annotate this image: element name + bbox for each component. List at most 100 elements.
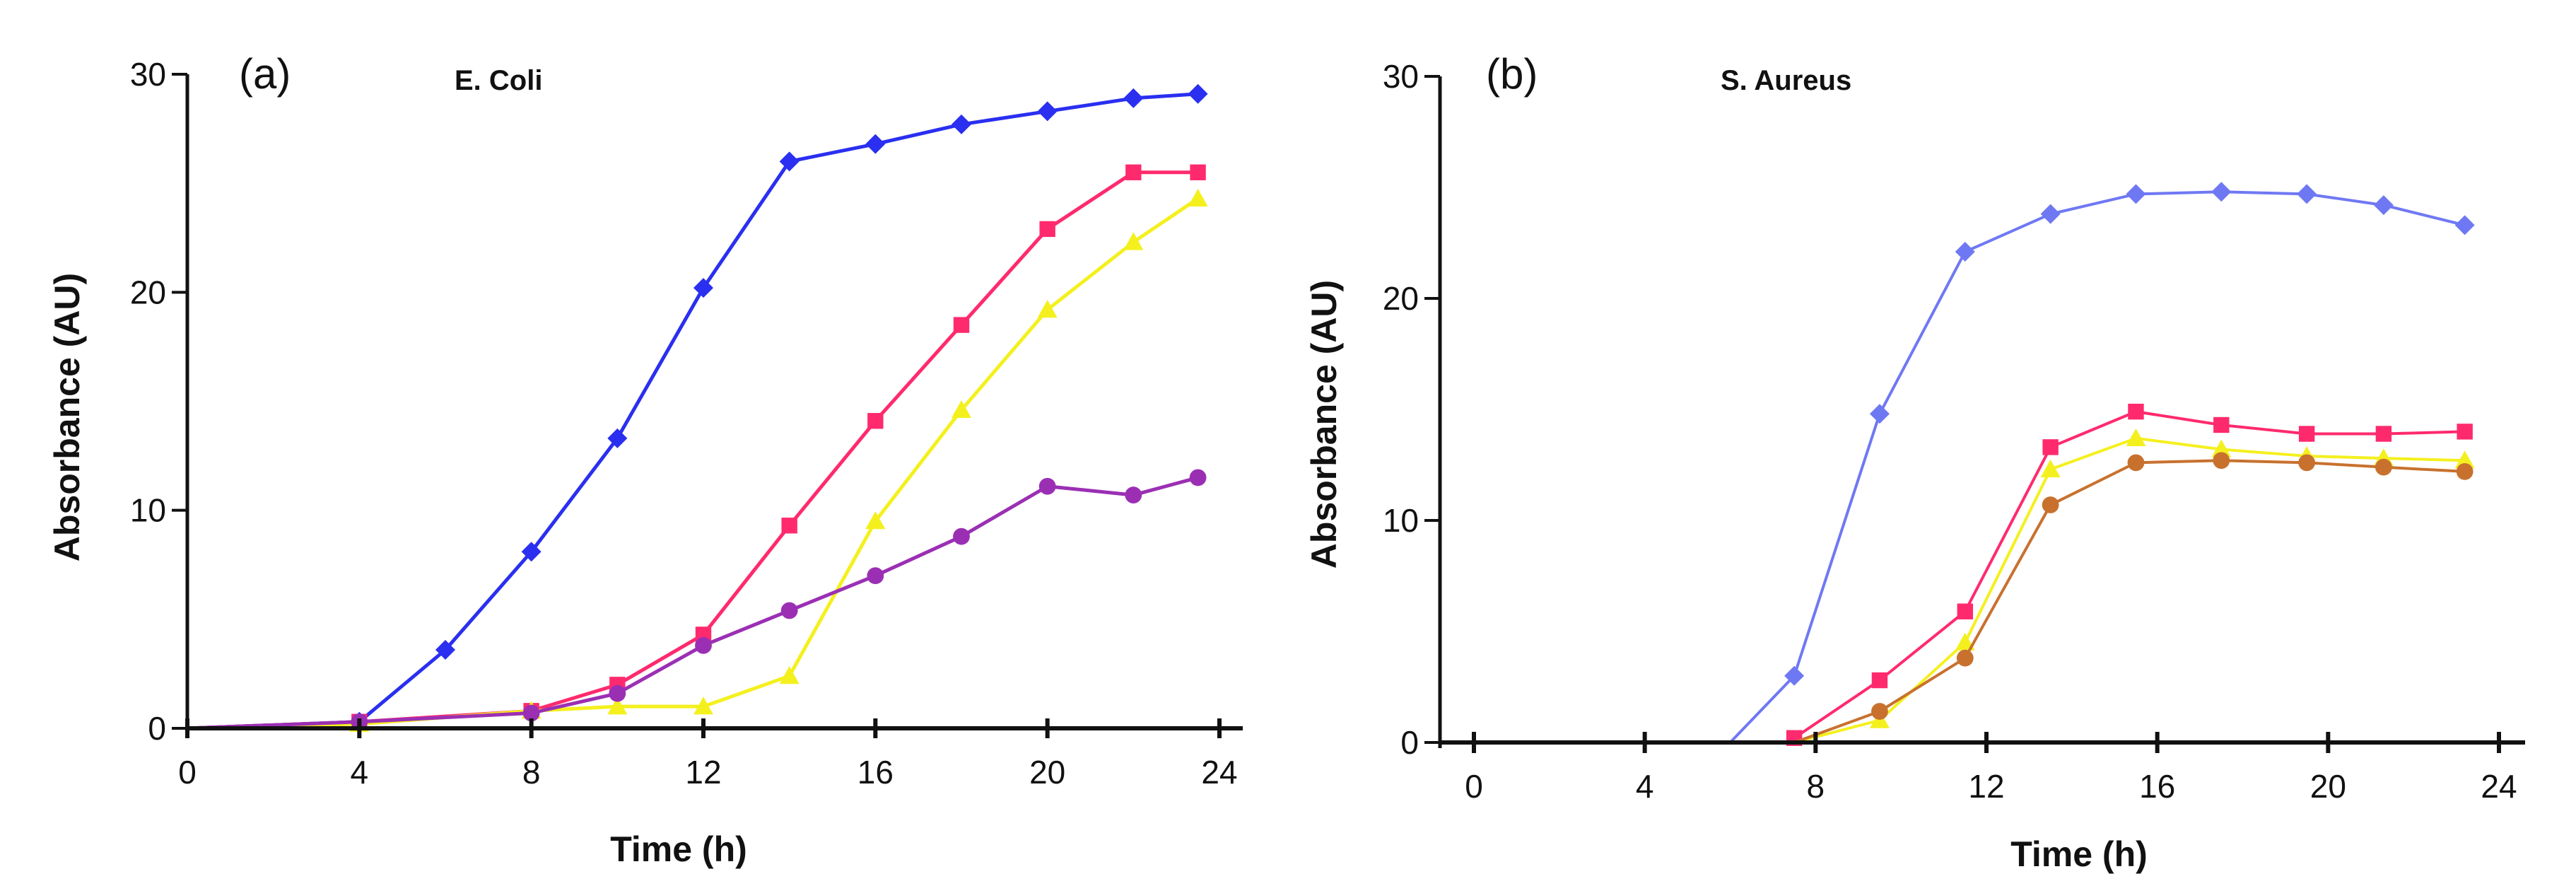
data-point-a-blue — [521, 542, 541, 562]
data-point-a-pink — [953, 317, 970, 333]
data-point-a-blue — [779, 151, 800, 172]
data-point-b-blue — [1869, 404, 1890, 424]
x-tick-label-b: 8 — [1807, 768, 1825, 805]
data-point-a-pink — [781, 518, 797, 534]
x-tick-label-a: 0 — [178, 754, 197, 791]
data-point-b-pink — [2298, 426, 2315, 442]
data-point-a-blue — [1037, 101, 1058, 122]
data-point-a-purple — [953, 527, 970, 545]
y-tick-label-a: 30 — [130, 56, 166, 93]
data-point-a-pink — [1190, 164, 1206, 180]
data-point-b-blue — [2454, 215, 2475, 235]
data-point-a-yellow — [1037, 300, 1058, 318]
y-axis-title-b: Absorbance (AU) — [1304, 280, 1344, 569]
data-point-b-blue — [2297, 184, 2317, 204]
data-point-b-pink — [2375, 426, 2392, 442]
data-point-a-pink — [1039, 221, 1055, 238]
series-line-b-blue — [1729, 190, 2466, 744]
data-point-a-blue — [1188, 83, 1208, 104]
chart-panel-b: (b) S. Aureus Time (h) Absorbance (AU) 0… — [1288, 0, 2576, 886]
panel-label-b: (b) — [1486, 50, 1538, 98]
chart-title-a: E. Coli — [455, 65, 542, 96]
data-point-a-yellow — [952, 400, 971, 419]
series-a-purple — [187, 469, 1207, 730]
chart-title-b: S. Aureus — [1721, 65, 1851, 96]
data-point-b-pink — [1871, 672, 1888, 689]
x-axis-title-a: Time (h) — [610, 829, 747, 869]
data-point-a-yellow — [607, 696, 628, 715]
data-point-b-blue — [2373, 195, 2394, 216]
series-b-brown — [1793, 452, 2473, 744]
data-point-b-blue — [1784, 665, 1805, 686]
data-point-a-blue — [865, 134, 886, 154]
series-b-pink — [1786, 403, 2473, 746]
data-point-b-brown — [2213, 452, 2230, 470]
data-point-b-brown — [1871, 703, 1888, 720]
y-tick-label-a: 0 — [148, 710, 166, 747]
data-point-a-purple — [780, 602, 798, 619]
y-axis-title-a: Absorbance (AU) — [47, 273, 87, 561]
data-point-b-pink — [2042, 439, 2059, 455]
data-point-a-purple — [867, 567, 884, 585]
data-point-b-pink — [2457, 424, 2473, 440]
x-tick-label-a: 24 — [1201, 754, 1237, 791]
x-tick-label-a: 4 — [351, 754, 369, 791]
data-point-a-purple — [1038, 477, 1056, 495]
series-a-blue — [187, 83, 1208, 732]
x-tick-label-b: 4 — [1636, 768, 1654, 805]
series-line-a-purple — [187, 476, 1199, 730]
data-point-a-blue — [1123, 88, 1144, 108]
data-point-a-yellow — [1123, 232, 1144, 250]
data-point-b-blue — [2040, 204, 2061, 224]
series-line-b-yellow — [1793, 436, 2465, 744]
series-line-a-blue — [187, 92, 1198, 730]
x-tick-label-b: 12 — [1968, 768, 2004, 805]
data-point-b-yellow — [2211, 439, 2232, 457]
x-axis-title-b: Time (h) — [2010, 834, 2148, 874]
y-tick-label-b: 0 — [1400, 724, 1419, 761]
data-point-a-blue — [952, 114, 971, 134]
x-tick-label-a: 8 — [522, 754, 541, 791]
data-point-b-pink — [2128, 403, 2144, 420]
y-tick-label-a: 10 — [130, 492, 166, 529]
data-point-a-purple — [1125, 486, 1142, 503]
data-point-b-pink — [1957, 603, 1973, 619]
x-tick-label-a: 20 — [1029, 754, 1065, 791]
y-tick-label-b: 20 — [1383, 280, 1419, 317]
x-tick-label-b: 0 — [1465, 768, 1483, 805]
data-point-a-pink — [867, 413, 884, 429]
data-point-b-yellow — [2040, 459, 2061, 477]
series-line-a-yellow — [187, 197, 1199, 730]
data-point-a-yellow — [1188, 188, 1208, 206]
data-point-a-purple — [695, 636, 712, 654]
data-point-a-pink — [1125, 164, 1142, 180]
data-point-a-purple — [522, 704, 540, 722]
data-point-a-yellow — [865, 511, 886, 530]
data-point-b-brown — [1956, 649, 1974, 667]
chart-panel-a: (a) E. Coli Time (h) Absorbance (AU) 0 10… — [47, 50, 1243, 869]
series-b-yellow — [1793, 428, 2475, 744]
data-point-a-blue — [607, 428, 628, 448]
data-point-b-brown — [2042, 496, 2059, 513]
data-point-b-blue — [1955, 242, 1975, 262]
data-point-a-yellow — [779, 666, 800, 684]
data-point-b-yellow — [2126, 428, 2146, 447]
series-b-blue — [1729, 182, 2475, 744]
x-tick-label-a: 12 — [685, 754, 721, 791]
data-point-b-brown — [2456, 463, 2473, 480]
data-point-a-yellow — [693, 696, 713, 715]
x-tick-label-a: 16 — [857, 754, 894, 791]
data-point-a-blue — [435, 640, 455, 660]
x-tick-label-b: 20 — [2310, 768, 2346, 805]
data-point-b-brown — [2375, 458, 2392, 476]
chart-b-svg: (b) S. Aureus Time (h) Absorbance (AU) 0… — [1304, 50, 2525, 874]
data-point-a-blue — [693, 278, 713, 298]
y-tick-label-b: 30 — [1383, 58, 1419, 95]
x-tick-label-b: 16 — [2139, 768, 2175, 805]
y-tick-label-b: 10 — [1383, 502, 1419, 539]
data-point-b-brown — [2298, 454, 2316, 472]
data-point-b-yellow — [2454, 450, 2475, 469]
series-line-b-brown — [1793, 459, 2465, 744]
data-point-b-blue — [2211, 182, 2232, 202]
data-point-b-brown — [2127, 454, 2145, 472]
